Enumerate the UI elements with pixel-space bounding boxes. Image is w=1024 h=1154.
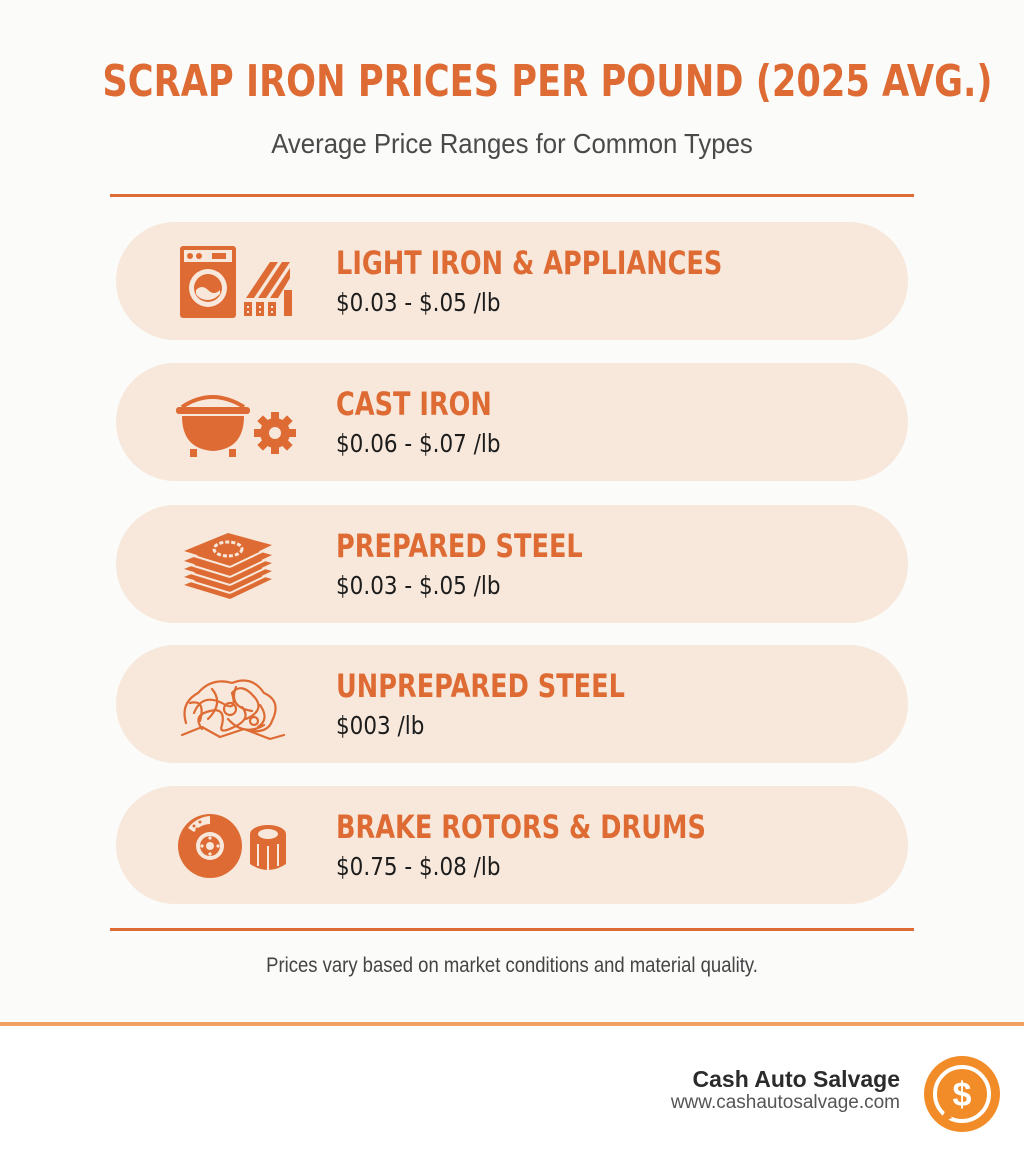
washer-and-pipes-icon [172, 240, 300, 322]
item-price: $0.75 - $.08 /lb [336, 852, 501, 881]
item-price: $0.03 - $.05 /lb [336, 571, 501, 600]
dollar-coin-icon: $ [922, 1054, 1002, 1134]
price-card-light-iron: LIGHT IRON & APPLIANCES $0.03 - $.05 /lb [116, 222, 908, 340]
brand-url[interactable]: www.cashautosalvage.com [670, 1092, 900, 1113]
footnote: Prices vary based on market conditions a… [266, 954, 758, 977]
footer-divider [0, 1022, 1024, 1026]
item-label: PREPARED STEEL [336, 527, 583, 565]
item-label: LIGHT IRON & APPLIANCES [336, 244, 723, 282]
svg-text:$: $ [953, 1076, 972, 1114]
brand-name: Cash Auto Salvage [692, 1066, 900, 1092]
tangled-scrap-icon [172, 663, 300, 745]
price-card-prepared-steel: PREPARED STEEL $0.03 - $.05 /lb [116, 505, 908, 623]
item-price: $0.03 - $.05 /lb [336, 288, 501, 317]
top-divider [110, 194, 914, 197]
price-card-cast-iron: CAST IRON $0.06 - $.07 /lb [116, 363, 908, 481]
brake-rotor-drum-icon [172, 804, 300, 886]
page-title: SCRAP IRON PRICES PER POUND (2025 AVG.) [102, 56, 993, 107]
item-price: $0.06 - $.07 /lb [336, 429, 501, 458]
item-label: UNPREPARED STEEL [336, 667, 625, 705]
cast-iron-pot-gear-icon [172, 381, 300, 463]
page-subtitle: Average Price Ranges for Common Types [271, 128, 753, 159]
price-card-brake-rotors: BRAKE ROTORS & DRUMS $0.75 - $.08 /lb [116, 786, 908, 904]
item-label: BRAKE ROTORS & DRUMS [336, 808, 706, 846]
bottom-divider [110, 928, 914, 931]
item-price: $003 /lb [336, 711, 425, 740]
item-label: CAST IRON [336, 385, 492, 423]
stacked-steel-plates-icon [172, 523, 300, 605]
footer: Cash Auto Salvage www.cashautosalvage.co… [0, 1026, 1024, 1154]
price-card-unprepared-steel: UNPREPARED STEEL $003 /lb [116, 645, 908, 763]
